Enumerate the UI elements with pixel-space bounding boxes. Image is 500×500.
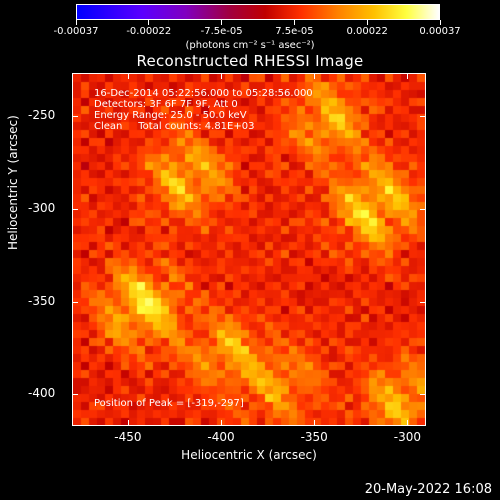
y-tick bbox=[72, 115, 78, 117]
colorbar bbox=[76, 4, 440, 20]
x-tick bbox=[407, 73, 409, 79]
y-axis-label: Heliocentric Y (arcsec) bbox=[6, 115, 20, 250]
colorbar-tick bbox=[366, 20, 368, 25]
heatmap-image bbox=[73, 74, 425, 425]
x-tick bbox=[221, 420, 223, 426]
x-tick-label: -300 bbox=[393, 430, 421, 444]
y-tick-label: -250 bbox=[28, 107, 56, 122]
x-tick bbox=[314, 73, 316, 79]
peak-position-label: Position of Peak = [-319,-297] bbox=[94, 398, 244, 409]
y-tick bbox=[72, 301, 78, 303]
heatmap-plot[interactable]: 16-Dec-2014 05:22:56.000 to 05:28:56.000… bbox=[72, 73, 426, 426]
colorbar-tick bbox=[293, 20, 295, 25]
colorbar-units: (photons cm⁻² s⁻¹ asec⁻²) bbox=[185, 40, 315, 51]
info-time-range: 16-Dec-2014 05:22:56.000 to 05:28:56.000 bbox=[94, 88, 313, 99]
colorbar-tick-label: -0.00037 bbox=[53, 26, 99, 37]
y-tick bbox=[72, 394, 78, 396]
y-tick-label: -400 bbox=[28, 386, 56, 401]
timestamp: 20-May-2022 16:08 bbox=[364, 482, 492, 497]
info-counts: Clean Total counts: 4.81E+03 bbox=[94, 121, 255, 132]
y-tick-label: -300 bbox=[28, 200, 56, 215]
x-tick-label: -350 bbox=[300, 430, 328, 444]
x-tick bbox=[407, 420, 409, 426]
x-tick-label: -400 bbox=[207, 430, 235, 444]
y-tick bbox=[420, 115, 426, 117]
info-detectors: Detectors: 3F 6F 7F 9F, Att 0 bbox=[94, 99, 238, 110]
y-tick-label: -350 bbox=[28, 293, 56, 308]
x-tick bbox=[314, 420, 316, 426]
colorbar-tick-label: 0.00022 bbox=[346, 26, 388, 37]
y-tick bbox=[420, 208, 426, 210]
x-axis-label: Heliocentric X (arcsec) bbox=[181, 448, 317, 462]
y-tick bbox=[72, 208, 78, 210]
colorbar-tick bbox=[148, 20, 150, 25]
colorbar-tick-label: -7.5e-05 bbox=[200, 26, 243, 37]
colorbar-tick bbox=[221, 20, 223, 25]
x-tick bbox=[127, 420, 129, 426]
colorbar-tick-label: 0.00037 bbox=[419, 26, 461, 37]
y-tick bbox=[420, 301, 426, 303]
x-tick bbox=[127, 73, 129, 79]
y-tick bbox=[420, 394, 426, 396]
x-tick bbox=[221, 73, 223, 79]
image-title: Reconstructed RHESSI Image bbox=[136, 52, 364, 70]
x-tick-label: -450 bbox=[114, 430, 142, 444]
colorbar-tick-label: 7.5e-05 bbox=[275, 26, 314, 37]
colorbar-tick bbox=[439, 20, 441, 25]
info-energy-range: Energy Range: 25.0 - 50.0 keV bbox=[94, 110, 247, 121]
colorbar-tick bbox=[75, 20, 77, 25]
colorbar-tick-label: -0.00022 bbox=[126, 26, 172, 37]
